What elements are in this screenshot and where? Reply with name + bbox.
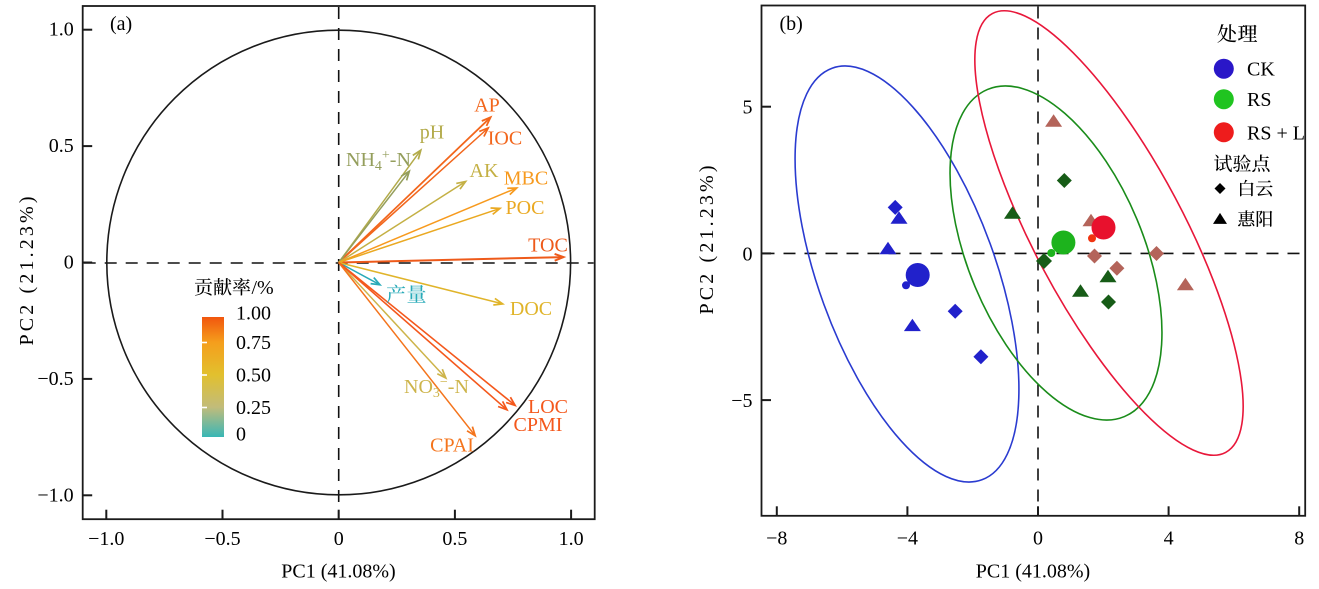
svg-text:MBC: MBC [504, 168, 548, 190]
svg-text:−1.0: −1.0 [37, 484, 73, 506]
svg-text:0: 0 [334, 528, 344, 550]
svg-text:DOC: DOC [510, 298, 552, 320]
svg-text:RS: RS [1247, 89, 1271, 111]
svg-text:0: 0 [236, 424, 246, 446]
svg-text:−8: −8 [766, 528, 787, 550]
svg-text:IOC: IOC [488, 128, 522, 150]
svg-text:0.50: 0.50 [236, 365, 271, 387]
svg-text:4: 4 [1164, 528, 1174, 550]
svg-text:POC: POC [506, 197, 545, 219]
svg-text:−0.5: −0.5 [204, 528, 240, 550]
svg-text:RS + L: RS + L [1247, 122, 1305, 144]
svg-text:0.5: 0.5 [442, 528, 467, 550]
svg-text:/%: /% [252, 277, 274, 299]
svg-text:0: 0 [1033, 528, 1043, 550]
svg-text:(a): (a) [110, 13, 132, 35]
svg-text:PC2 (21.23%): PC2 (21.23%) [696, 166, 718, 315]
svg-text:1.0: 1.0 [559, 528, 584, 550]
svg-text:TOC: TOC [528, 235, 568, 257]
svg-text:AK: AK [470, 160, 499, 182]
svg-text:CPMI: CPMI [514, 414, 563, 436]
svg-text:−4: −4 [897, 528, 918, 550]
svg-text:8: 8 [1294, 528, 1304, 550]
svg-text:−0.5: −0.5 [37, 368, 73, 390]
svg-text:pH: pH [420, 122, 444, 144]
svg-text:0.25: 0.25 [236, 397, 271, 419]
svg-text:(b): (b) [780, 13, 803, 35]
svg-text:5: 5 [743, 97, 753, 119]
svg-text:CK: CK [1247, 59, 1275, 81]
svg-text:−5: −5 [731, 390, 752, 412]
svg-text:LOC: LOC [528, 396, 568, 418]
svg-text:0.75: 0.75 [236, 332, 271, 354]
svg-text:PC1 (41.08%): PC1 (41.08%) [976, 561, 1090, 583]
svg-text:AP: AP [474, 95, 500, 117]
svg-text:0: 0 [743, 243, 753, 265]
svg-text:0.5: 0.5 [49, 135, 74, 157]
svg-text:0: 0 [64, 252, 74, 274]
svg-text:PC1 (41.08%): PC1 (41.08%) [281, 561, 395, 583]
svg-text:1.00: 1.00 [236, 303, 271, 325]
svg-text:PC2 (21.23%): PC2 (21.23%) [16, 197, 38, 346]
svg-text:−1.0: −1.0 [88, 528, 124, 550]
svg-text:1.0: 1.0 [49, 19, 74, 41]
svg-text:CPAI: CPAI [430, 435, 474, 457]
